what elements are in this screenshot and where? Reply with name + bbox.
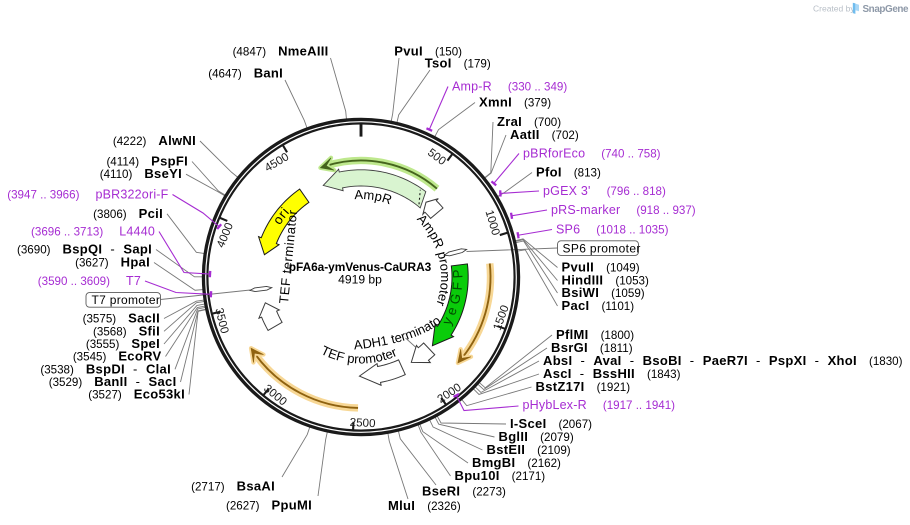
svg-text:BsiWI(1059): BsiWI (1059)	[562, 285, 645, 300]
svg-text:PacI(1101): PacI (1101)	[562, 298, 635, 313]
svg-text:(4222)AlwNI: (4222) AlwNI	[113, 133, 196, 148]
svg-text:(3947 .. 3966)pBR322ori-F: (3947 .. 3966) pBR322ori-F	[7, 188, 168, 202]
svg-text:3500: 3500	[212, 307, 231, 335]
svg-text:PvuI(150): PvuI (150)	[394, 44, 462, 59]
svg-text:(3590 .. 3609)T7: (3590 .. 3609) T7	[38, 274, 141, 288]
svg-text:PvuII(1049): PvuII (1049)	[562, 260, 640, 275]
svg-text:(3696 .. 3713)L4440: (3696 .. 3713) L4440	[31, 225, 155, 239]
svg-text:(3545)EcoRV: (3545) EcoRV	[73, 349, 162, 364]
svg-text:(3555)SpeI: (3555) SpeI	[86, 336, 160, 351]
svg-text:SP6(1018 .. 1035): SP6 (1018 .. 1035)	[556, 223, 669, 237]
svg-text:TsoI(179): TsoI (179)	[425, 56, 491, 71]
svg-text:(3538)BspDI - ClaI: (3538) BspDI - ClaI	[40, 361, 171, 376]
svg-text:BseRI(2273): BseRI (2273)	[422, 484, 506, 499]
svg-text:AbsI - AvaI - BsoBI - Pa: AbsI - AvaI - BsoBI - PaeR7I - PspXI - X…	[543, 353, 903, 368]
svg-text:BmgBI(2162): BmgBI (2162)	[472, 455, 561, 470]
svg-text:HindIII(1053): HindIII (1053)	[562, 273, 649, 288]
svg-text:SP6 promoter: SP6 promoter	[563, 241, 641, 255]
svg-text:PflMI(1800): PflMI (1800)	[556, 327, 634, 342]
svg-text:(4647)BanI: (4647) BanI	[208, 66, 283, 81]
svg-text:AscI - BssHII(1843): AscI - BssHII (1843)	[543, 366, 681, 381]
svg-text:(3527)Eco53kI: (3527) Eco53kI	[88, 387, 185, 402]
svg-text:4919 bp: 4919 bp	[338, 273, 382, 287]
svg-text:Created by: Created by	[813, 4, 855, 14]
svg-text:BstZ17I(1921): BstZ17I (1921)	[536, 379, 631, 394]
svg-text:pFA6a-ymVenus-CaURA3: pFA6a-ymVenus-CaURA3	[289, 260, 432, 274]
svg-text:BstEII(2109): BstEII (2109)	[487, 442, 571, 457]
svg-text:(3575)SacII: (3575) SacII	[83, 311, 160, 326]
svg-text:Bpu10I(2171): Bpu10I (2171)	[455, 468, 546, 483]
svg-text:T7 promoter: T7 promoter	[92, 293, 161, 307]
svg-text:I-SceI(2067): I-SceI (2067)	[510, 416, 592, 431]
svg-text:(4847)NmeAIII: (4847) NmeAIII	[233, 44, 329, 59]
svg-text:(3690)BspQI - SapI: (3690) BspQI - SapI	[17, 242, 152, 257]
svg-text:(3806)PciI: (3806) PciI	[93, 206, 163, 221]
svg-text:(2627)PpuMI: (2627) PpuMI	[226, 498, 312, 513]
svg-text:ZraI(700): ZraI (700)	[497, 114, 561, 129]
svg-text:(3568)SfiI: (3568) SfiI	[93, 323, 160, 338]
svg-text:(4114)PspFI: (4114) PspFI	[106, 154, 188, 169]
svg-text:(4110)BseYI: (4110) BseYI	[100, 166, 182, 181]
svg-text:SnapGene: SnapGene	[863, 4, 910, 15]
svg-text:(3529)BanII - SacI: (3529) BanII - SacI	[49, 374, 177, 389]
svg-text:(3627)HpaI: (3627) HpaI	[75, 255, 150, 270]
svg-text:AatII(702): AatII (702)	[510, 127, 579, 142]
svg-text:2500: 2500	[349, 416, 375, 430]
svg-text:BglII(2079): BglII (2079)	[499, 429, 574, 444]
svg-text:XmnI(379): XmnI (379)	[479, 95, 551, 110]
svg-text:BsrGI(1811): BsrGI (1811)	[551, 340, 633, 355]
svg-text:MluI(2326): MluI (2326)	[388, 498, 461, 513]
svg-text:(2717)BsaAI: (2717) BsaAI	[191, 479, 275, 494]
svg-text:Amp-R(330 .. 349): Amp-R (330 .. 349)	[452, 80, 567, 94]
svg-text:PfoI(813): PfoI (813)	[536, 165, 601, 180]
